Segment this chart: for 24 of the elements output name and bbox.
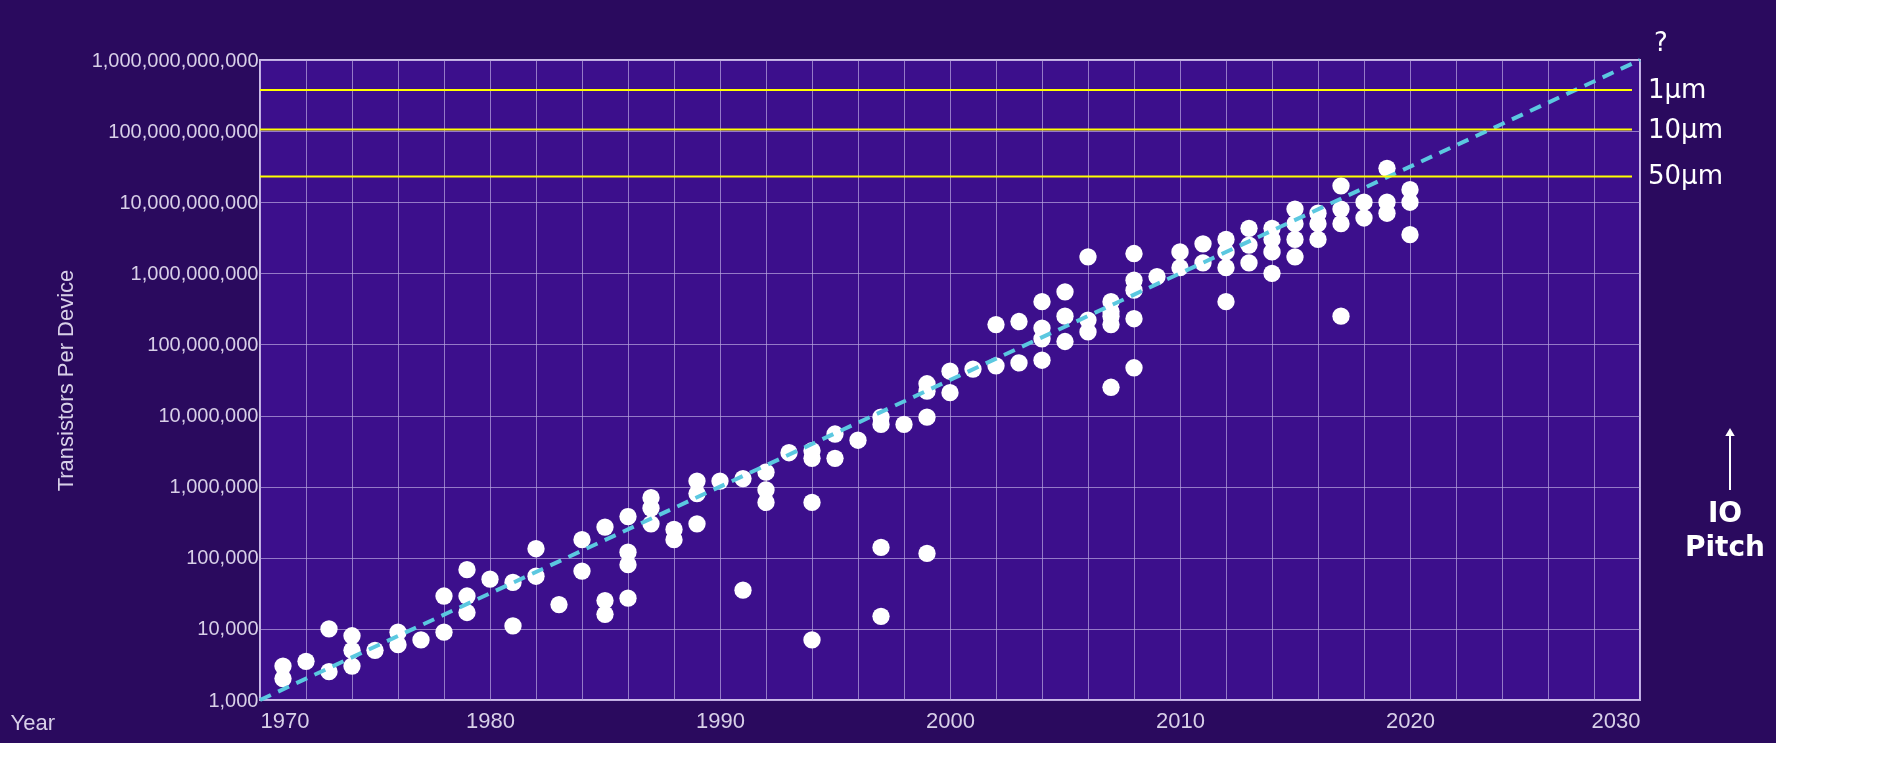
y-tick-label: 10,000 xyxy=(197,617,259,640)
x-tick-label: 2010 xyxy=(1156,707,1205,733)
y-tick-label: 100,000,000,000 xyxy=(108,119,259,142)
y-tick-label: 1,000,000,000,000 xyxy=(91,48,259,71)
x-axis-title: Year xyxy=(10,709,55,735)
y-tick-label: 10,000,000,000 xyxy=(119,190,259,213)
text: ? xyxy=(1654,27,1668,57)
ref-line-label: 1µm xyxy=(1648,73,1707,104)
x-tick-label: 1980 xyxy=(466,707,515,733)
x-tick-label: 2020 xyxy=(1386,707,1435,733)
x-tick-label: 2030 xyxy=(1591,707,1641,733)
y-tick-label: 1,000,000,000 xyxy=(130,261,259,284)
y-tick-label: 1,000,000 xyxy=(169,475,259,498)
ref-line-label: 10µm xyxy=(1648,113,1723,144)
y-axis-title: Transistors Per Device xyxy=(52,269,78,492)
ref-line-label: 50µm xyxy=(1648,160,1723,191)
y-tick-label: 10,000,000 xyxy=(158,404,259,427)
x-tick-label: 2000 xyxy=(926,707,975,733)
text: IO Pitch xyxy=(1684,496,1766,563)
x-tick-label: 1970 xyxy=(260,707,310,733)
y-tick-label: 1,000 xyxy=(208,688,259,711)
y-tick-label: 100,000 xyxy=(186,546,259,569)
x-tick-label: 1990 xyxy=(696,707,745,733)
y-tick-label: 100,000,000 xyxy=(147,332,259,355)
